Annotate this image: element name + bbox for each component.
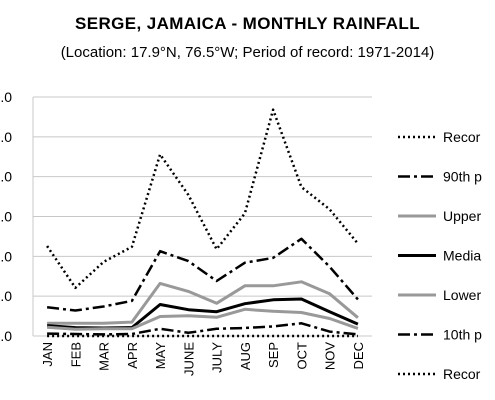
series-line: [46, 237, 359, 312]
legend-label: 90th p: [443, 169, 482, 185]
x-tick-label: FEB: [68, 342, 83, 367]
y-tick-label: .0: [0, 169, 12, 185]
x-tick-label: MAY: [153, 342, 168, 370]
y-tick-label: .0: [0, 129, 12, 145]
x-tick-label: NOV: [323, 342, 338, 371]
y-tick-label: .0: [0, 209, 12, 225]
x-tick-label: AUG: [238, 342, 253, 370]
x-tick-label: JAN: [40, 342, 55, 367]
legend: Recor 90th p Upper Media Lower 10th p Recor: [398, 129, 482, 382]
y-tick-labels: .0 .0 .0 .0 .0 .0 .0: [0, 89, 12, 344]
legend-label: Upper: [443, 208, 481, 224]
y-tick-label: .0: [0, 328, 12, 344]
x-tick-label: JULY: [210, 342, 225, 373]
x-tick-label: SEP: [266, 342, 281, 368]
legend-label: Recor: [443, 366, 481, 382]
series-line: [46, 307, 359, 331]
gridlines: [32, 96, 372, 337]
x-tick-label: DEC: [351, 342, 366, 369]
series-line: [47, 322, 359, 336]
legend-label: 10th p: [443, 327, 482, 343]
y-tick-label: .0: [0, 288, 12, 304]
y-tick-label: .0: [0, 248, 12, 264]
series-line: [47, 280, 359, 325]
chart-subtitle: (Location: 17.9°N, 76.5°W; Period of rec…: [60, 44, 435, 61]
legend-label: Recor: [443, 129, 481, 145]
chart-title: SERGE, JAMAICA - MONTHLY RAINFALL: [74, 14, 421, 33]
legend-label: Media: [443, 248, 481, 264]
legend-label: Lower: [443, 287, 481, 303]
series-lines: [46, 108, 359, 338]
x-tick-labels: JAN FEB MAR APR MAY JUNE JULY AUG SEP OCT NOV DEC: [40, 342, 366, 376]
x-tick-label: MAR: [97, 342, 112, 371]
x-tick-label: OCT: [294, 342, 309, 370]
x-tick-label: APR: [125, 342, 140, 369]
y-tick-label: .0: [0, 89, 12, 105]
x-tick-label: JUNE: [181, 342, 196, 376]
